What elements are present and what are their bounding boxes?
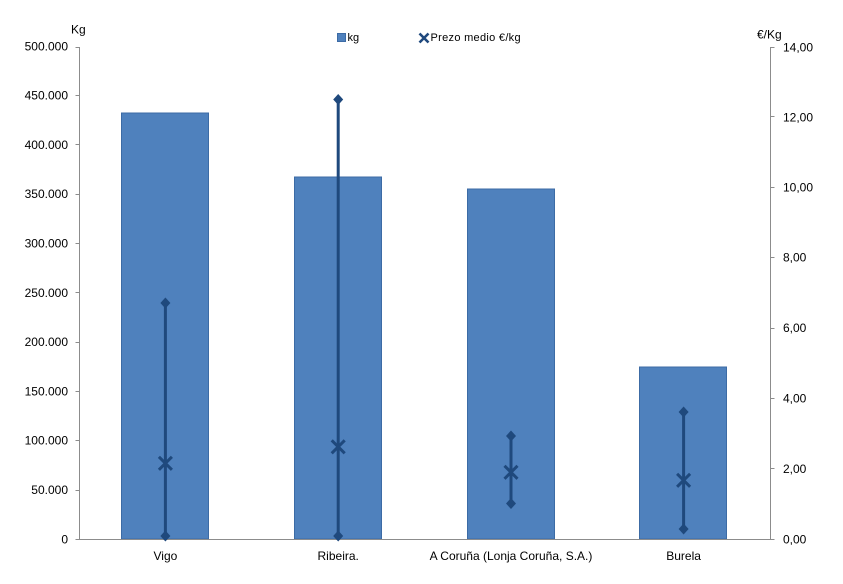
svg-text:Prezo medio €/kg: Prezo medio €/kg — [431, 32, 521, 44]
svg-text:300.000: 300.000 — [25, 237, 69, 251]
svg-text:450.000: 450.000 — [25, 89, 69, 103]
svg-text:4,00: 4,00 — [783, 392, 807, 406]
svg-text:A Coruña (Lonja Coruña, S.A.): A Coruña (Lonja Coruña, S.A.) — [430, 549, 593, 563]
svg-text:150.000: 150.000 — [25, 385, 69, 399]
svg-text:Ribeira.: Ribeira. — [318, 549, 359, 563]
svg-text:50.000: 50.000 — [31, 483, 68, 497]
svg-text:350.000: 350.000 — [25, 187, 69, 201]
svg-text:€/Kg: €/Kg — [757, 28, 782, 42]
svg-text:500.000: 500.000 — [25, 40, 69, 54]
svg-text:400.000: 400.000 — [25, 138, 69, 152]
svg-text:Burela: Burela — [666, 549, 701, 563]
svg-text:200.000: 200.000 — [25, 335, 69, 349]
svg-text:0: 0 — [61, 533, 68, 547]
svg-text:kg: kg — [348, 32, 360, 44]
svg-text:Kg: Kg — [71, 23, 86, 37]
svg-text:Vigo: Vigo — [153, 549, 177, 563]
svg-text:12,00: 12,00 — [783, 111, 813, 125]
svg-text:100.000: 100.000 — [25, 434, 69, 448]
svg-text:2,00: 2,00 — [783, 462, 807, 476]
svg-text:6,00: 6,00 — [783, 321, 807, 335]
svg-text:14,00: 14,00 — [783, 41, 813, 55]
svg-text:8,00: 8,00 — [783, 251, 807, 265]
svg-text:0,00: 0,00 — [783, 533, 807, 547]
svg-text:10,00: 10,00 — [783, 181, 813, 195]
svg-text:250.000: 250.000 — [25, 286, 69, 300]
